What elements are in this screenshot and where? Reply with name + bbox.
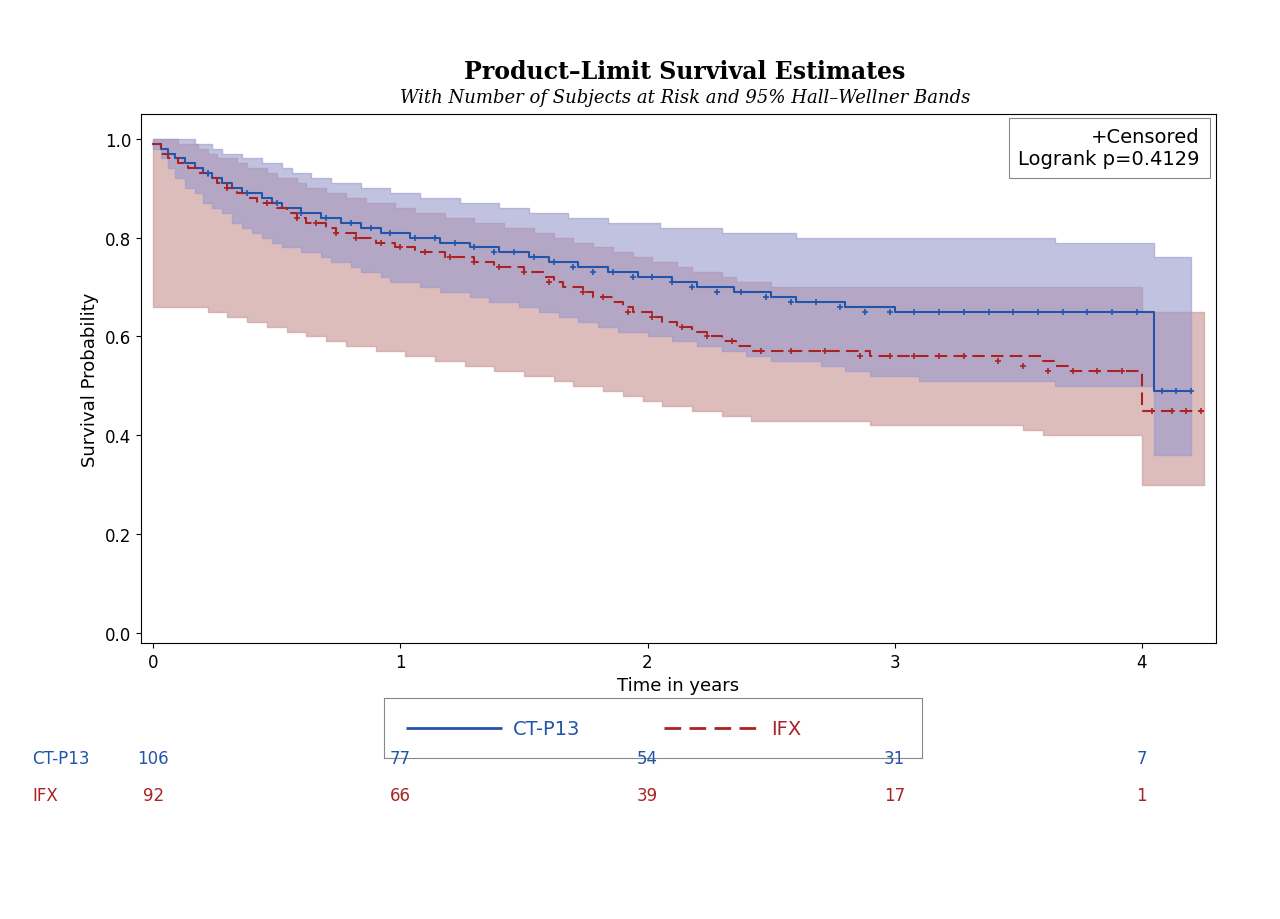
Text: 106: 106 bbox=[137, 749, 169, 767]
Text: IFX: IFX bbox=[771, 719, 801, 738]
Text: IFX: IFX bbox=[32, 786, 58, 804]
Text: 39: 39 bbox=[637, 786, 658, 804]
Text: 66: 66 bbox=[390, 786, 411, 804]
Text: CT-P13: CT-P13 bbox=[32, 749, 90, 767]
Text: 7: 7 bbox=[1137, 749, 1147, 767]
Text: Product–Limit Survival Estimates: Product–Limit Survival Estimates bbox=[465, 60, 905, 84]
Text: 54: 54 bbox=[637, 749, 658, 767]
Text: With Number of Subjects at Risk and 95% Hall–Wellner Bands: With Number of Subjects at Risk and 95% … bbox=[399, 89, 970, 108]
Text: 31: 31 bbox=[884, 749, 905, 767]
X-axis label: Time in years: Time in years bbox=[617, 676, 740, 695]
Text: CT-P13: CT-P13 bbox=[513, 719, 580, 738]
Text: 17: 17 bbox=[884, 786, 905, 804]
Text: 77: 77 bbox=[390, 749, 411, 767]
Text: +Censored
Logrank p=0.4129: +Censored Logrank p=0.4129 bbox=[1019, 128, 1199, 169]
Y-axis label: Survival Probability: Survival Probability bbox=[81, 292, 99, 466]
Text: 1: 1 bbox=[1137, 786, 1147, 804]
Text: 92: 92 bbox=[142, 786, 164, 804]
